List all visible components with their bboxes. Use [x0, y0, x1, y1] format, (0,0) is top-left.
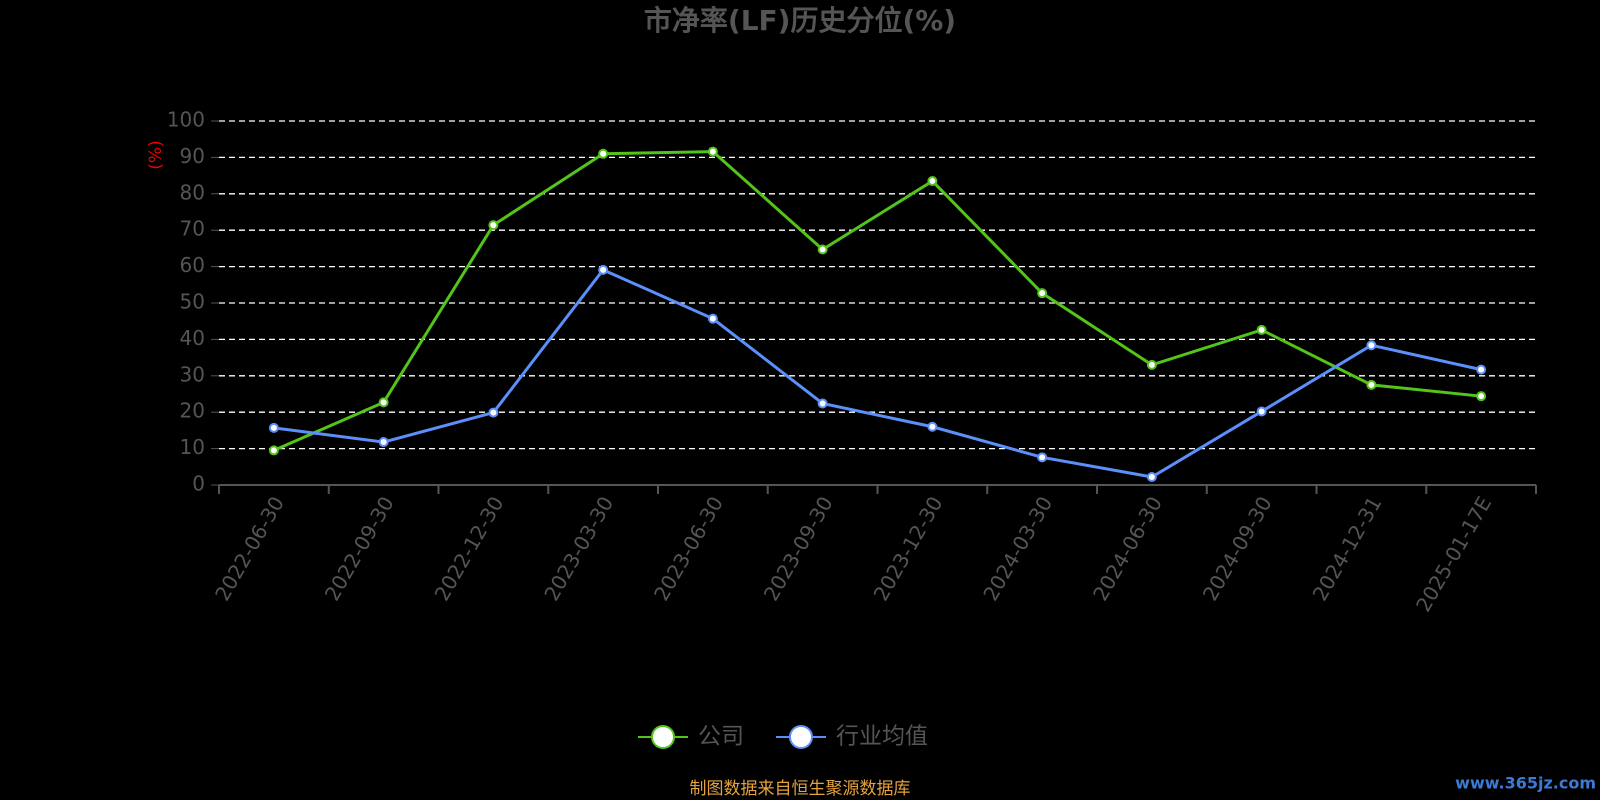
- data-point: [1366, 379, 1377, 390]
- y-tick-label: 70: [180, 217, 205, 241]
- y-tick-label: 10: [180, 435, 205, 459]
- data-point: [707, 313, 718, 324]
- legend-label: 行业均值: [836, 724, 928, 750]
- y-tick-label: 50: [180, 290, 205, 314]
- data-point: [1256, 324, 1267, 335]
- data-point: [268, 445, 279, 456]
- data-point: [378, 437, 389, 448]
- y-axis-label: (%): [146, 140, 166, 169]
- legend-item: 公司: [638, 724, 744, 750]
- data-point: [488, 407, 499, 418]
- data-point: [817, 398, 828, 409]
- y-tick-label: 30: [180, 362, 205, 386]
- data-point: [1146, 359, 1157, 370]
- y-tick-label: 20: [180, 399, 205, 423]
- data-point: [1476, 391, 1487, 402]
- data-point: [378, 397, 389, 408]
- data-point: [927, 421, 938, 432]
- data-point: [1146, 471, 1157, 482]
- legend-item: 行业均值: [776, 724, 928, 750]
- series-line: [273, 150, 1482, 452]
- y-tick-label: 90: [180, 144, 205, 168]
- series-line: [273, 268, 1482, 479]
- source-note: 制图数据来自恒生聚源数据库: [690, 779, 911, 799]
- data-point: [927, 176, 938, 187]
- data-point: [488, 220, 499, 231]
- y-tick-label: 80: [180, 180, 205, 204]
- legend-label: 公司: [698, 724, 744, 750]
- data-point: [268, 422, 279, 433]
- data-point: [1256, 406, 1267, 417]
- y-tick-label: 0: [192, 472, 205, 496]
- legend-marker: [651, 725, 675, 749]
- data-point: [707, 146, 718, 157]
- data-point: [1037, 452, 1048, 463]
- legend-marker: [789, 725, 813, 749]
- data-point: [1037, 288, 1048, 299]
- data-point: [1476, 364, 1487, 375]
- data-point: [817, 244, 828, 255]
- y-tick-label: 100: [167, 108, 205, 132]
- y-tick-label: 40: [180, 326, 205, 350]
- data-point: [1366, 340, 1377, 351]
- chart-title: 市净率(LF)历史分位(%): [644, 4, 956, 37]
- data-point: [598, 264, 609, 275]
- y-tick-label: 60: [180, 253, 205, 277]
- watermark: www.365jz.com: [1455, 774, 1596, 793]
- data-point: [598, 148, 609, 159]
